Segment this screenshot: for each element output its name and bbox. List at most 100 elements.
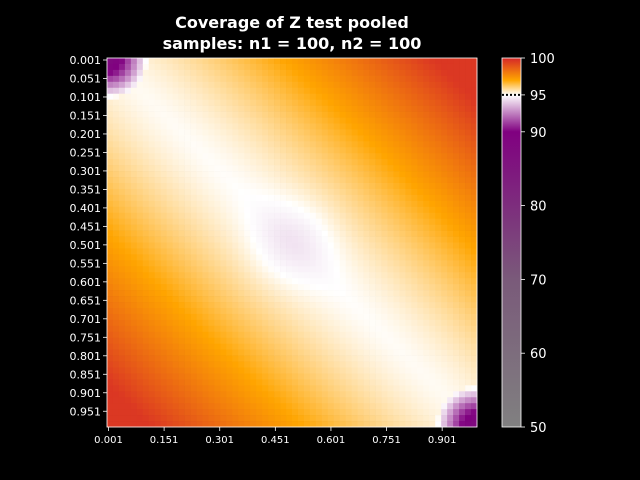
heatmap-cell [369,349,376,356]
heatmap-cell [351,75,358,83]
y-tick-label: 0.051 [70,72,102,85]
heatmap-cell [202,153,209,160]
heatmap-cell [232,296,239,303]
heatmap-cell [369,290,376,297]
heatmap-cell [238,397,245,404]
heatmap-cell [429,397,436,404]
heatmap-cell [220,93,227,101]
heatmap-cell [441,242,448,249]
heatmap-cell [447,421,454,428]
heatmap-cell [465,200,472,208]
heatmap-cell [136,218,144,225]
heatmap-cell [471,200,478,208]
heatmap-cell [387,415,394,422]
heatmap-cell [459,194,466,202]
heatmap-cell [321,194,329,202]
heatmap-cell [297,117,305,124]
heatmap-cell [315,153,323,160]
heatmap-cell [154,260,162,267]
heatmap-cell [142,212,150,220]
heatmap-cell [202,147,209,154]
heatmap-cell [393,313,400,321]
heatmap-cell [333,307,341,315]
heatmap-cell [112,409,120,416]
heatmap-cell [369,69,376,77]
heatmap-cell [471,343,478,350]
heatmap-cell [226,63,233,71]
heatmap-cell [423,159,430,166]
heatmap-cell [274,69,281,77]
heatmap-cell [405,397,412,404]
heatmap-cell [303,58,311,65]
heatmap-cell [172,355,179,362]
heatmap-cell [303,361,311,368]
heatmap-cell [118,421,126,428]
heatmap-cell [112,415,120,422]
heatmap-cell [315,165,323,172]
heatmap-cell [417,105,424,112]
heatmap-cell [292,75,299,83]
heatmap-cell [166,367,173,374]
heatmap-cell [447,385,454,392]
heatmap-cell [471,212,478,220]
heatmap-cell [196,242,203,249]
heatmap-cell [429,69,436,77]
heatmap-cell [411,99,418,106]
heatmap-cell [184,415,191,422]
heatmap-cell [321,63,329,71]
heatmap-cell [453,325,460,333]
heatmap-cell [369,141,376,148]
heatmap-cell [166,212,173,220]
heatmap-cell [363,177,370,184]
heatmap-cell [315,123,323,130]
heatmap-cell [453,290,460,297]
heatmap-cell [471,284,478,291]
heatmap-cell [387,343,394,350]
heatmap-cell [333,373,341,380]
heatmap-cell [459,135,466,142]
heatmap-cell [447,278,454,285]
heatmap-cell [262,69,269,77]
heatmap-cell [292,284,299,291]
heatmap-cell [369,159,376,166]
heatmap-cell [315,188,323,196]
heatmap-cell [292,307,299,315]
heatmap-cell [309,153,317,160]
heatmap-cell [274,188,281,196]
heatmap-cell [142,361,150,368]
heatmap-cell [172,290,179,297]
heatmap-cell [166,182,173,190]
heatmap-cell [381,349,388,356]
heatmap-cell [369,224,376,231]
heatmap-cell [429,147,436,154]
heatmap-cell [345,361,353,368]
heatmap-cell [172,373,179,380]
heatmap-cell [154,111,162,118]
heatmap-cell [232,349,239,356]
heatmap-cell [399,415,406,422]
heatmap-cell [124,248,132,255]
heatmap-cell [286,302,293,309]
heatmap-cell [238,319,245,327]
heatmap-cell [387,325,394,333]
heatmap-cell [190,355,197,362]
heatmap-cell [351,379,358,386]
heatmap-cell [417,224,424,231]
heatmap-cell [381,147,388,154]
heatmap-cell [375,391,382,398]
heatmap-cell [357,123,364,130]
heatmap-cell [303,409,311,416]
heatmap-cell [429,421,436,428]
heatmap-cell [214,307,221,315]
heatmap-cell [256,331,263,339]
heatmap-cell [292,278,299,285]
heatmap-cell [309,93,317,101]
heatmap-cell [399,236,406,243]
heatmap-cell [441,290,448,297]
heatmap-cell [256,296,263,303]
heatmap-cell [232,391,239,398]
heatmap-cell [280,93,287,101]
heatmap-cell [154,212,162,220]
heatmap-cell [238,224,245,231]
heatmap-cell [202,397,209,404]
